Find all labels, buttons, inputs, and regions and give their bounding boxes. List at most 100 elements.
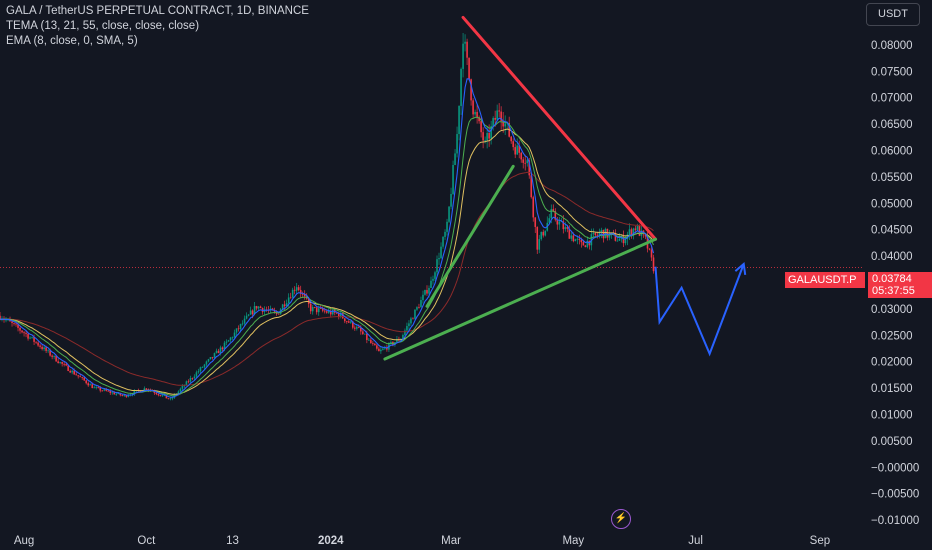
candle-body	[21, 330, 23, 333]
candle-body	[442, 236, 444, 247]
candle-body	[317, 308, 320, 313]
y-tick-label: 0.07500	[871, 66, 913, 78]
candle-body	[83, 377, 85, 381]
candle-body	[632, 228, 635, 236]
candle-body	[582, 242, 585, 246]
candle-body	[472, 100, 474, 115]
candle-body	[602, 229, 605, 239]
candle-body	[454, 153, 456, 166]
candle-body	[31, 336, 33, 338]
candle-body	[344, 318, 346, 322]
candle-body	[478, 117, 480, 122]
candle-body	[97, 387, 100, 389]
candle-body	[195, 372, 198, 377]
candle-body	[177, 391, 180, 394]
candle-body	[199, 367, 202, 372]
candle-body	[608, 233, 611, 238]
candle-body	[37, 342, 39, 346]
y-tick-label: 0.06500	[871, 119, 913, 131]
candle-body	[193, 376, 196, 379]
candle-body	[614, 233, 617, 241]
candle-body	[313, 307, 316, 308]
candle-body	[325, 311, 328, 313]
candle-body	[65, 364, 67, 366]
y-tick-label: 0.02500	[871, 330, 913, 342]
candle-body	[558, 221, 561, 225]
symbol-label: GALAUSDT.P	[788, 274, 857, 286]
candle-body	[79, 376, 81, 378]
green-trendline	[425, 164, 515, 308]
candle-body	[289, 297, 292, 299]
candle-body	[560, 221, 563, 223]
candle-body	[169, 398, 172, 400]
candle-body	[532, 197, 535, 218]
candle-body	[412, 318, 414, 320]
candle-body	[251, 310, 254, 315]
candle-body	[103, 389, 106, 391]
candle-body	[197, 371, 200, 373]
y-tick-label: −0.00000	[871, 462, 919, 474]
candle-body	[73, 370, 75, 375]
candle-body	[542, 231, 545, 236]
candle-body	[544, 230, 547, 236]
candle-body	[566, 227, 569, 229]
candle-body	[568, 228, 571, 239]
candle-body	[514, 147, 516, 155]
candle-body	[428, 287, 430, 294]
candle-body	[51, 355, 53, 357]
y-tick-label: 0.07000	[871, 93, 913, 105]
candle-body	[25, 333, 27, 334]
candle-body	[366, 333, 368, 340]
candle-body	[59, 362, 61, 364]
candle-body	[628, 229, 631, 235]
candle-body	[586, 240, 589, 248]
tema-line	[0, 78, 655, 398]
candle-body	[315, 307, 318, 313]
candle-body	[143, 388, 146, 391]
candle-body	[540, 231, 543, 240]
candle-body	[356, 326, 358, 329]
y-tick-label: 0.04500	[871, 225, 913, 237]
candle-body	[93, 387, 96, 389]
candle-body	[464, 41, 466, 44]
candle-body	[380, 349, 382, 352]
candle-body	[492, 117, 494, 127]
legend-tema: TEMA (13, 21, 55, close, close, close)	[6, 20, 200, 32]
candle-body	[233, 332, 236, 338]
candle-body	[562, 221, 565, 230]
ema-13-line	[0, 116, 654, 397]
candle-body	[225, 341, 228, 343]
candle-body	[498, 110, 500, 112]
candle-body	[650, 249, 653, 258]
candle-body	[145, 388, 148, 390]
candle-body	[458, 105, 460, 135]
candle-body	[434, 272, 436, 279]
candle-body	[19, 327, 21, 331]
bolt-icon[interactable]: ⚡	[611, 509, 631, 529]
y-tick-label: 0.02000	[871, 357, 913, 369]
candle-body	[213, 353, 216, 358]
candle-body	[432, 278, 434, 281]
candle-body	[13, 323, 15, 324]
candle-body	[452, 165, 454, 195]
candle-body	[203, 364, 206, 368]
candle-body	[406, 326, 408, 331]
candle-body	[534, 217, 537, 227]
candle-body	[257, 306, 260, 309]
candle-body	[181, 385, 184, 389]
candle-body	[35, 341, 37, 343]
candle-body	[536, 226, 539, 250]
x-tick-label: Sep	[810, 535, 830, 547]
y-tick-label: 0.01000	[871, 409, 913, 421]
currency-button[interactable]: USDT	[866, 3, 920, 26]
candle-body	[15, 323, 17, 325]
y-tick-label: −0.00500	[871, 489, 919, 501]
candle-body	[205, 361, 208, 365]
candle-body	[474, 111, 476, 115]
x-tick-label: Mar	[441, 535, 461, 547]
candle-body	[456, 134, 458, 154]
candle-body	[215, 350, 218, 354]
y-tick-label: 0.01500	[871, 383, 913, 395]
candle-body	[123, 395, 126, 396]
